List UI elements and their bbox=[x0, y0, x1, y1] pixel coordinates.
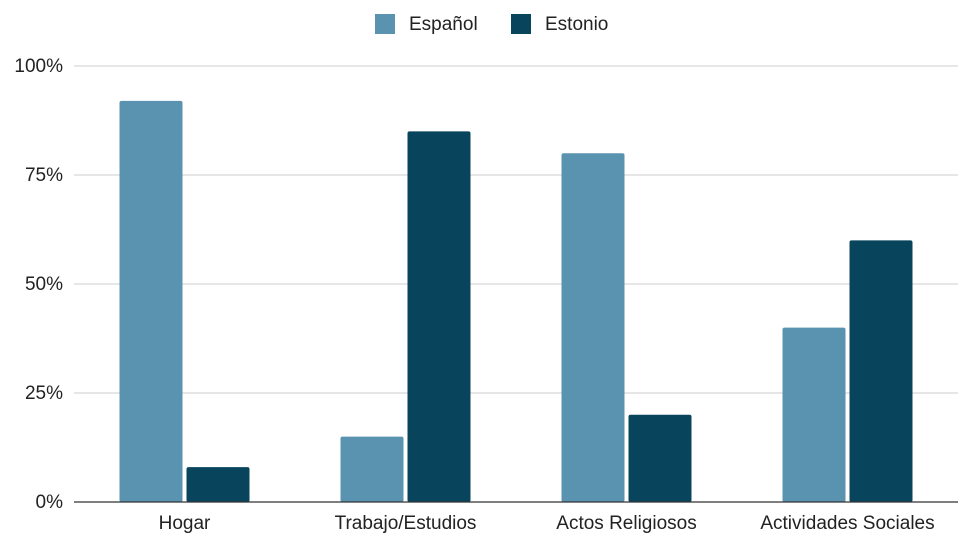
legend-swatch bbox=[375, 14, 395, 34]
legend-swatch bbox=[511, 14, 531, 34]
legend-label: Español bbox=[409, 14, 478, 35]
bar-español-3 bbox=[782, 327, 846, 502]
x-category-label: Trabajo/Estudios bbox=[335, 513, 477, 534]
x-category-label: Hogar bbox=[159, 513, 211, 534]
bar-estonio-0 bbox=[186, 467, 250, 502]
y-axis-tick-labels: 0% 25% 50% 75% 100% bbox=[14, 56, 63, 513]
bar-español-2 bbox=[561, 153, 625, 502]
bar-estonio-1 bbox=[407, 131, 471, 502]
bar-español-0 bbox=[119, 100, 183, 502]
x-category-label: Actos Religiosos bbox=[556, 513, 696, 534]
y-tick-label: 100% bbox=[14, 56, 63, 77]
bar-estonio-3 bbox=[849, 240, 913, 502]
bar-estonio-2 bbox=[628, 414, 692, 502]
legend-label: Estonio bbox=[545, 14, 608, 35]
y-tick-label: 0% bbox=[36, 492, 64, 513]
bars bbox=[119, 100, 913, 502]
y-tick-label: 25% bbox=[25, 383, 63, 404]
y-tick-label: 50% bbox=[25, 274, 63, 295]
legend: Español Estonio bbox=[375, 14, 608, 35]
y-tick-label: 75% bbox=[25, 165, 63, 186]
x-category-label: Actividades Sociales bbox=[760, 513, 934, 534]
bar-español-1 bbox=[340, 436, 404, 502]
x-axis-category-labels: Hogar Trabajo/Estudios Actos Religiosos Act… bbox=[159, 513, 935, 534]
